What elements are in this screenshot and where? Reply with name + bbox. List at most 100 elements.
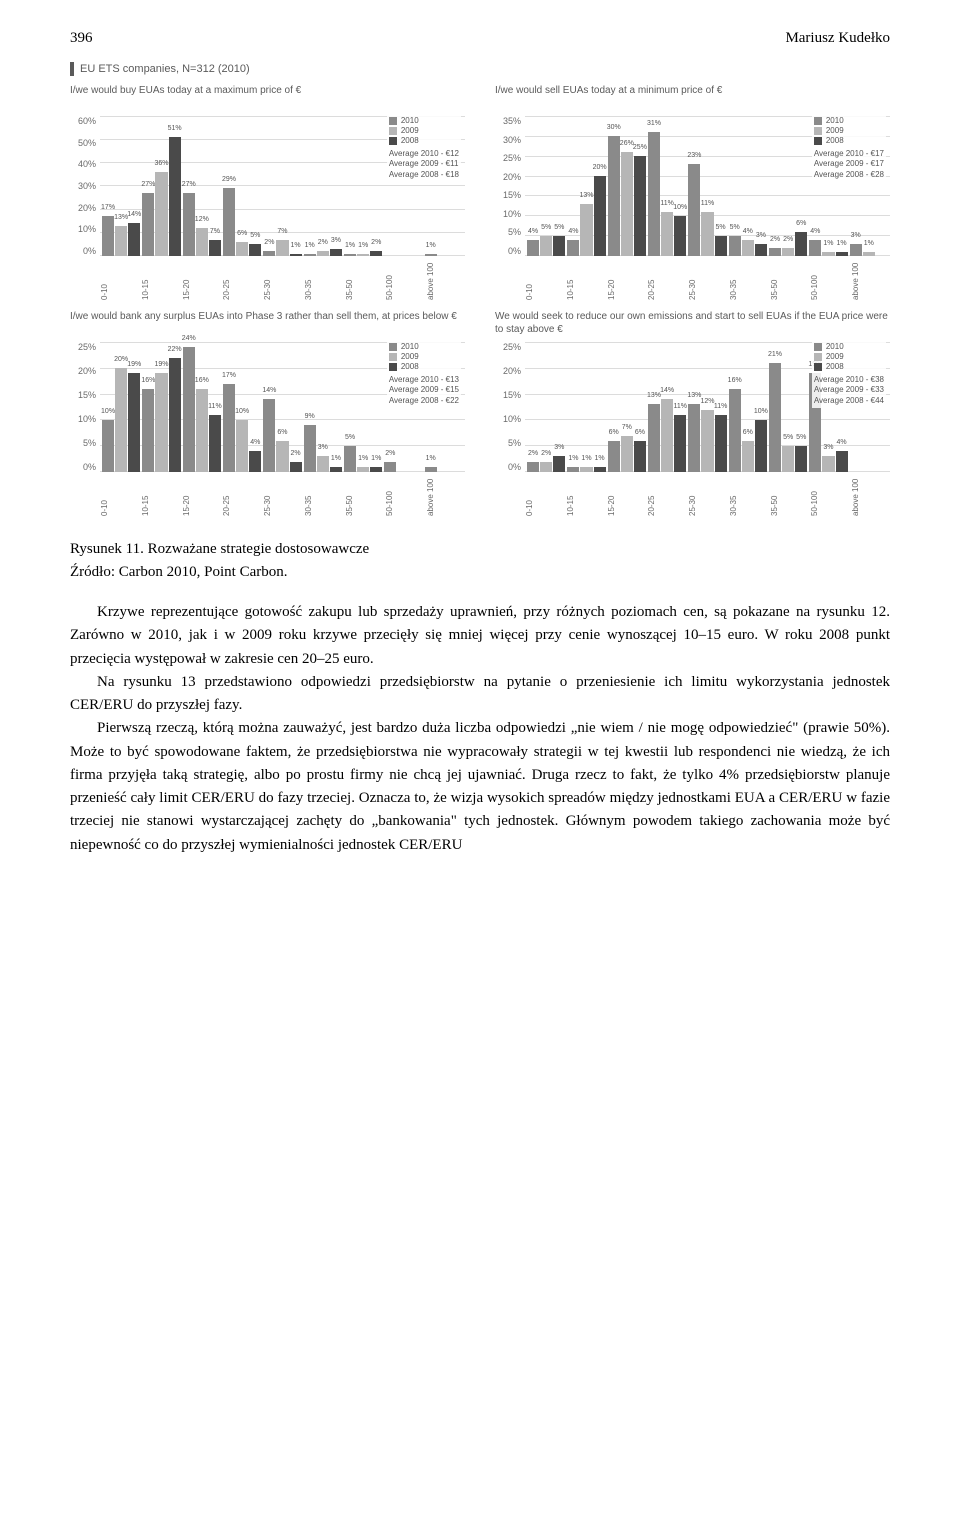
bar: 17% — [102, 216, 114, 256]
bar: 21% — [769, 363, 781, 472]
bar-value-label: 1% — [823, 240, 833, 247]
chart-legend: 201020092008Average 2010 - €38Average 20… — [812, 340, 886, 408]
y-axis: 25%20%15%10%5%0% — [70, 342, 100, 472]
bar-group: 1%1%1% — [567, 342, 605, 472]
legend-item: 2009 — [814, 126, 884, 135]
bar: 5% — [782, 446, 794, 472]
bar: 6% — [608, 441, 620, 472]
bar-value-label: 25% — [633, 144, 647, 151]
x-label: 0-10 — [525, 260, 564, 300]
bar: 16% — [729, 389, 741, 472]
bar: 3% — [330, 249, 342, 256]
legend-item: 2008 — [389, 136, 459, 145]
bar: 2% — [317, 251, 329, 256]
x-label: 10-15 — [566, 476, 605, 516]
bar-value-label: 13% — [579, 192, 593, 199]
bar-value-label: 20% — [593, 164, 607, 171]
bar: 26% — [621, 152, 633, 256]
legend-averages: Average 2010 - €17Average 2009 - €17Aver… — [814, 149, 884, 180]
bar-value-label: 30% — [607, 124, 621, 131]
bar: 4% — [567, 240, 579, 256]
x-label: 15-20 — [182, 260, 221, 300]
x-label: 30-35 — [304, 260, 343, 300]
bar-group: 10% 20%19% — [102, 342, 140, 472]
bar-value-label: 27% — [141, 181, 155, 188]
chart-cell: I/we would sell EUAs today at a minimum … — [495, 84, 890, 300]
x-label: 0-10 — [100, 260, 139, 300]
bar: 6% — [236, 242, 248, 256]
bar-group: 16%6%10% — [729, 342, 767, 472]
bar-value-label: 3% — [554, 444, 564, 451]
bar: 16% — [142, 389, 154, 472]
body-text: Krzywe reprezentujące gotowość zakupu lu… — [70, 601, 890, 857]
chart-cell: We would seek to reduce our own emission… — [495, 310, 890, 516]
charts-grid: I/we would buy EUAs today at a maximum p… — [70, 84, 890, 516]
bar: 5% — [729, 236, 741, 256]
bar-value-label: 31% — [647, 120, 661, 127]
bar-value-label: 2% — [264, 239, 274, 246]
bar-value-label: 1% — [358, 242, 368, 249]
bar-value-label: 3% — [851, 232, 861, 239]
bar-value-label: 5% — [345, 434, 355, 441]
legend-item: 2009 — [389, 352, 459, 361]
bar-value-label: 11% — [208, 403, 222, 410]
bar-value-label: 20% — [114, 356, 128, 363]
legend-swatch-icon — [814, 137, 822, 145]
x-label: above 100 — [851, 260, 890, 300]
bar: 13% — [648, 404, 660, 472]
x-label: 0-10 — [100, 476, 139, 516]
bar-value-label: 11% — [714, 403, 728, 410]
bar-value-label: 14% — [262, 387, 276, 394]
bar-value-label: 5% — [716, 224, 726, 231]
bar: 11% — [661, 212, 673, 256]
bar-value-label: 10% — [754, 408, 768, 415]
bar-value-label: 1% — [864, 240, 874, 247]
bar: 1% — [330, 467, 342, 472]
bar-value-label: 2% — [318, 239, 328, 246]
x-label: 50-100 — [385, 260, 424, 300]
bar-value-label: 13% — [647, 392, 661, 399]
bar: 24% — [183, 347, 195, 472]
bar: 13% — [688, 404, 700, 472]
legend-swatch-icon — [389, 137, 397, 145]
bar: 6% — [795, 232, 807, 256]
bar-value-label: 1% — [358, 455, 368, 462]
survey-meta-text: EU ETS companies, N=312 (2010) — [80, 63, 250, 75]
legend-swatch-icon — [814, 353, 822, 361]
bar: 7% — [209, 240, 221, 256]
x-label: 10-15 — [566, 260, 605, 300]
x-axis: 0-1010-1515-2020-2525-3030-3535-5050-100… — [495, 476, 890, 516]
bar-value-label: 9% — [305, 413, 315, 420]
legend-item: 2008 — [814, 136, 884, 145]
legend-item: 2010 — [389, 116, 459, 125]
body-paragraph: Na rysunku 13 przedstawiono odpowiedzi p… — [70, 671, 890, 718]
bar: 4% — [836, 451, 848, 472]
bar: 1% — [580, 467, 592, 472]
x-axis: 0-1010-1515-2020-2525-3030-3535-5050-100… — [70, 476, 465, 516]
x-label: 20-25 — [222, 260, 261, 300]
bar: 1% — [357, 467, 369, 472]
bar-value-label: 19% — [127, 361, 141, 368]
bar-value-label: 11% — [701, 200, 715, 207]
bar-group: 1%1%2% — [344, 116, 382, 256]
bar: 10% — [755, 420, 767, 472]
legend-item: 2010 — [389, 342, 459, 351]
bar: 4% — [249, 451, 261, 472]
x-label: 20-25 — [222, 476, 261, 516]
bar-value-label: 7% — [277, 228, 287, 235]
x-label: 30-35 — [729, 476, 768, 516]
bar-value-label: 4% — [250, 439, 260, 446]
x-label: 0-10 — [525, 476, 564, 516]
bar-value-label: 7% — [622, 424, 632, 431]
bar: 5% — [715, 236, 727, 256]
chart-title: I/we would sell EUAs today at a minimum … — [495, 84, 890, 110]
bar-value-label: 10% — [101, 408, 115, 415]
bar-value-label: 3% — [318, 444, 328, 451]
x-label: 15-20 — [607, 260, 646, 300]
x-label: above 100 — [851, 476, 890, 516]
bar-value-label: 12% — [700, 398, 714, 405]
x-label: 35-50 — [345, 476, 384, 516]
bar: 2% — [370, 251, 382, 256]
x-label: above 100 — [426, 476, 465, 516]
chart-cell: I/we would bank any surplus EUAs into Ph… — [70, 310, 465, 516]
